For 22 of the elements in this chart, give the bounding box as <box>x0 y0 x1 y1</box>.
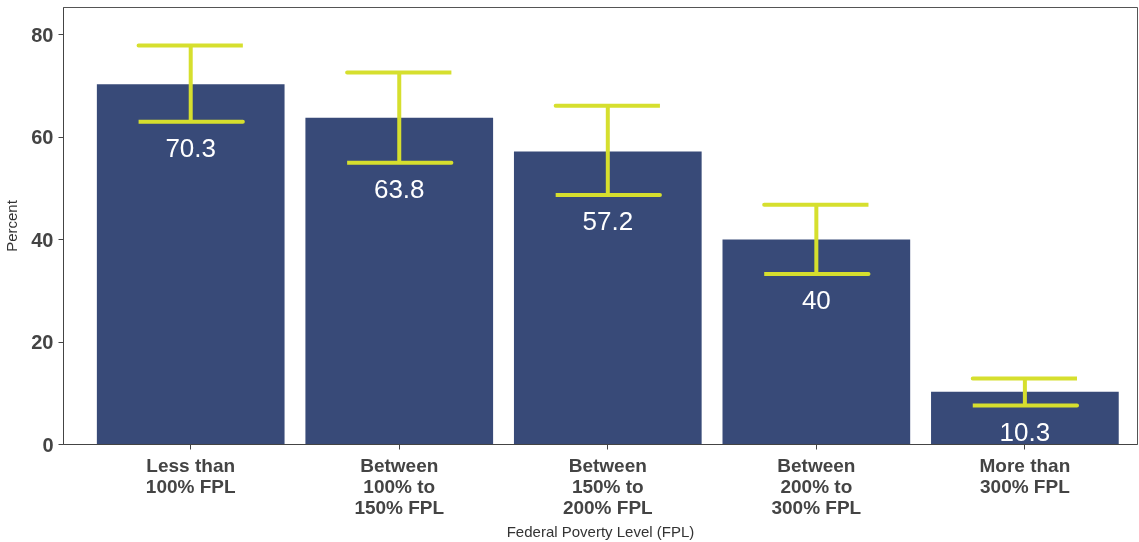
y-axis-title: Percent <box>3 199 21 252</box>
y-tick-label: 20 <box>31 331 54 354</box>
data-label: 70.3 <box>165 132 217 163</box>
x-tick-label: Between 100% to 150% FPL <box>354 454 445 518</box>
data-label: 10.3 <box>999 416 1051 447</box>
x-tick-label: More than 300% FPL <box>979 454 1071 497</box>
y-tick-label: 80 <box>31 23 54 46</box>
data-label: 40 <box>801 284 831 315</box>
x-tick-label: Between 150% to 200% FPL <box>562 454 654 518</box>
x-tick-label: Less than 100% FPL <box>145 454 236 497</box>
x-axis-title: Federal Poverty Level (FPL) <box>506 522 695 540</box>
bar <box>96 84 285 445</box>
x-tick-label: Between 200% to 300% FPL <box>771 454 862 518</box>
y-tick-label: 0 <box>42 433 54 456</box>
bar <box>513 151 702 445</box>
data-label: 63.8 <box>373 173 425 204</box>
y-tick-label: 60 <box>31 126 54 149</box>
data-label: 57.2 <box>582 206 634 237</box>
bar <box>722 239 911 445</box>
bar <box>931 391 1119 445</box>
y-tick-label: 40 <box>31 228 54 251</box>
bar <box>305 117 494 445</box>
